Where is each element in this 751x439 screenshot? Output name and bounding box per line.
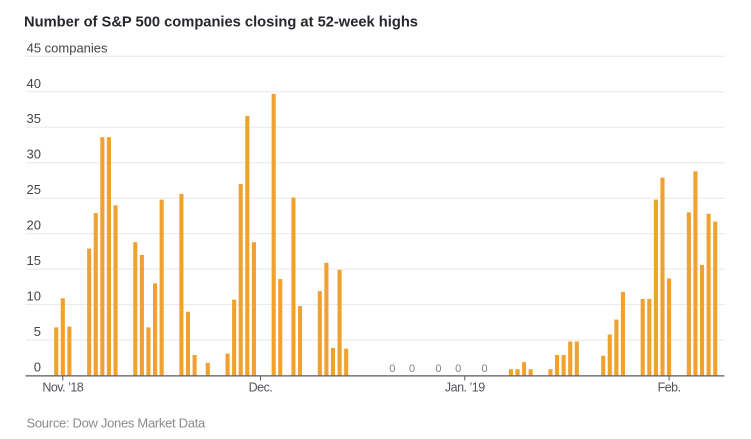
svg-text:40: 40 <box>27 76 41 91</box>
svg-text:35: 35 <box>27 111 41 126</box>
svg-text:45 companies: 45 companies <box>27 40 108 55</box>
svg-text:Number of S&P 500 companies cl: Number of S&P 500 companies closing at 5… <box>24 15 418 31</box>
svg-text:0: 0 <box>455 363 461 375</box>
svg-text:30: 30 <box>27 147 41 162</box>
svg-text:Feb.: Feb. <box>658 381 681 395</box>
svg-text:5: 5 <box>34 324 41 339</box>
svg-text:Nov. ’18: Nov. ’18 <box>42 381 83 395</box>
svg-text:0: 0 <box>389 363 395 375</box>
svg-text:15: 15 <box>27 253 41 268</box>
svg-text:Source: Dow Jones Market Data: Source: Dow Jones Market Data <box>27 416 207 431</box>
svg-text:0: 0 <box>435 363 441 375</box>
svg-text:0: 0 <box>34 360 41 375</box>
svg-text:Jan. ’19: Jan. ’19 <box>445 381 485 395</box>
svg-text:0: 0 <box>409 363 415 375</box>
svg-text:0: 0 <box>481 363 487 375</box>
svg-text:25: 25 <box>27 182 41 197</box>
svg-text:Dec.: Dec. <box>249 381 273 395</box>
svg-text:20: 20 <box>27 218 41 233</box>
svg-text:10: 10 <box>27 289 41 304</box>
